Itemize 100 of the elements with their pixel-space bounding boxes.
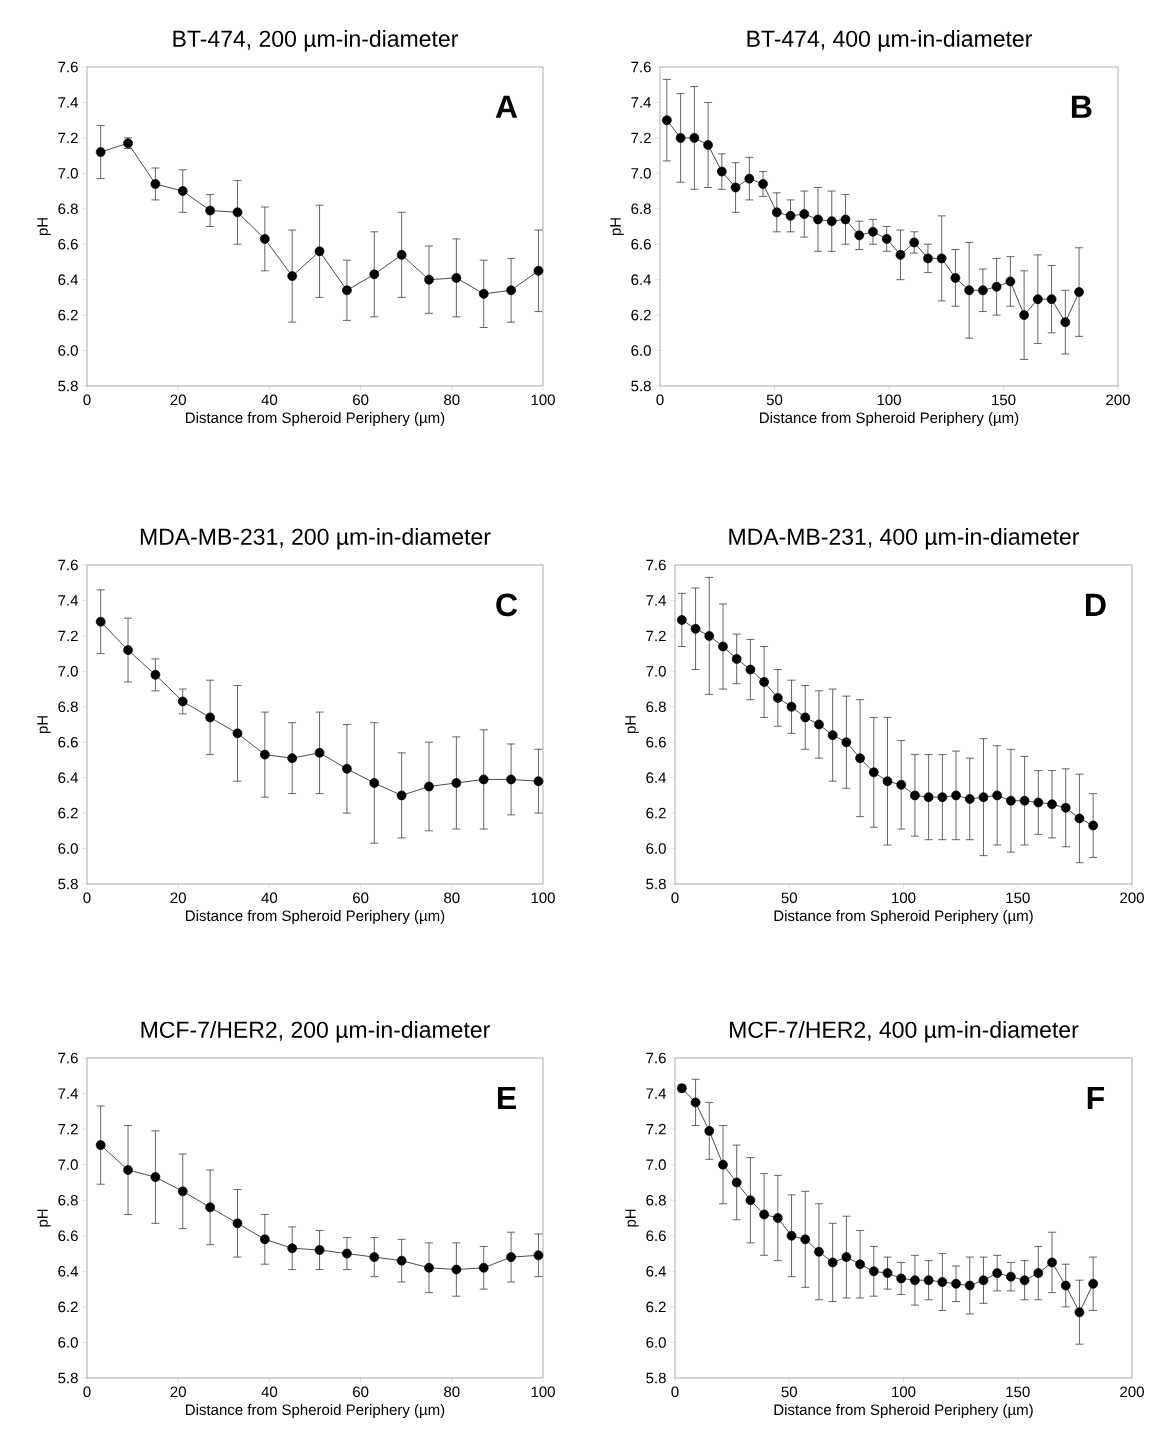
point: [1088, 820, 1099, 831]
y-tick-label: 7.6: [58, 559, 78, 571]
point: [232, 1218, 243, 1229]
point: [909, 237, 920, 248]
x-tick-label: 100: [531, 892, 555, 904]
y-axis-title: pH: [37, 716, 51, 734]
y-tick-label: 6.4: [646, 772, 667, 783]
y-tick-label: 7.2: [58, 630, 78, 642]
y-tick-label: 6.8: [58, 203, 78, 215]
point: [369, 269, 380, 280]
chart-title: BT-474, 400 µm-in-diameter: [747, 30, 1032, 52]
point: [951, 790, 961, 801]
point: [95, 616, 106, 627]
point: [506, 774, 516, 785]
y-tick-label: 6.4: [58, 1266, 79, 1277]
point: [123, 1165, 133, 1175]
y-tick-label: 6.8: [58, 701, 78, 713]
x-tick-label: 60: [353, 394, 369, 406]
point: [814, 719, 824, 730]
y-tick-label: 7.0: [646, 666, 666, 677]
point: [232, 207, 243, 218]
y-tick-label: 7.4: [646, 595, 667, 606]
point: [396, 250, 407, 260]
point: [95, 147, 106, 157]
point: [478, 288, 489, 299]
point: [992, 1268, 1003, 1278]
y-tick-label: 7.0: [646, 1159, 666, 1170]
point: [895, 250, 906, 260]
point: [800, 712, 811, 723]
point: [287, 753, 298, 764]
point: [978, 285, 988, 296]
y-tick-label: 7.2: [646, 630, 666, 642]
point: [718, 641, 728, 652]
y-tick-label: 6.2: [631, 309, 651, 321]
point: [478, 774, 489, 785]
annotation: C: [496, 593, 518, 617]
point: [287, 271, 298, 281]
x-tick-label: 100: [531, 394, 555, 406]
chart-title: BT-474, 200 µm-in-diameter: [173, 30, 458, 52]
point: [506, 285, 516, 296]
y-tick-label: 5.8: [58, 380, 78, 392]
point: [1005, 276, 1016, 287]
point: [177, 696, 188, 707]
point: [662, 115, 672, 126]
y-tick-label: 6.2: [58, 807, 78, 819]
point: [677, 615, 687, 625]
point: [759, 1209, 769, 1220]
y-tick-label: 7.2: [631, 132, 651, 144]
y-tick-label: 7.0: [631, 168, 651, 179]
point: [854, 230, 865, 241]
y-tick-label: 7.2: [58, 1123, 78, 1135]
point: [95, 1140, 106, 1150]
point: [205, 712, 215, 723]
point: [718, 1159, 728, 1170]
point: [259, 234, 270, 244]
y-tick-label: 6.8: [631, 203, 651, 215]
point: [1047, 1257, 1057, 1268]
point: [424, 274, 434, 285]
y-axis-title: pH: [610, 218, 624, 236]
x-tick-label: 50: [781, 1386, 797, 1398]
point: [1019, 1275, 1030, 1286]
point: [827, 1257, 838, 1268]
point: [259, 749, 270, 760]
x-tick-label: 200: [1106, 394, 1130, 406]
y-tick-label: 7.6: [646, 1052, 666, 1064]
y-tick-label: 6.6: [58, 736, 78, 748]
x-axis-title: Distance from Spheroid Periphery (µm): [774, 1404, 1033, 1418]
y-tick-label: 6.8: [58, 1194, 78, 1206]
chart-title: MDA-MB-231, 200 µm-in-diameter: [140, 528, 491, 550]
point: [177, 1186, 188, 1197]
point: [396, 790, 407, 801]
y-tick-label: 6.6: [646, 1230, 666, 1242]
x-tick-label: 50: [781, 892, 797, 904]
x-tick-label: 40: [261, 1386, 278, 1398]
chart-title: MCF-7/HER2, 200 µm-in-diameter: [141, 1021, 490, 1043]
point: [1033, 294, 1043, 304]
y-tick-label: 5.8: [631, 380, 651, 392]
point: [964, 285, 974, 296]
x-tick-label: 80: [444, 892, 460, 904]
point: [690, 1097, 701, 1108]
y-tick-label: 5.8: [58, 878, 78, 890]
annotation: D: [1086, 593, 1106, 616]
point: [1060, 1280, 1071, 1291]
point: [123, 645, 133, 655]
y-tick-label: 7.6: [58, 61, 78, 73]
y-axis-title: pH: [37, 218, 51, 236]
y-tick-label: 6.4: [58, 274, 79, 285]
y-tick-label: 6.4: [631, 274, 652, 285]
point: [896, 779, 907, 790]
point: [1088, 1278, 1099, 1289]
x-tick-label: 150: [1006, 1386, 1030, 1398]
y-tick-label: 7.6: [646, 559, 666, 571]
point: [690, 623, 701, 634]
point: [936, 253, 947, 264]
y-tick-label: 6.0: [646, 843, 666, 854]
x-axis-title: Distance from Spheroid Periphery (µm): [186, 910, 445, 924]
point: [855, 1259, 865, 1270]
annotation: B: [1071, 95, 1092, 118]
point: [369, 778, 380, 788]
y-tick-label: 6.4: [646, 1266, 667, 1277]
